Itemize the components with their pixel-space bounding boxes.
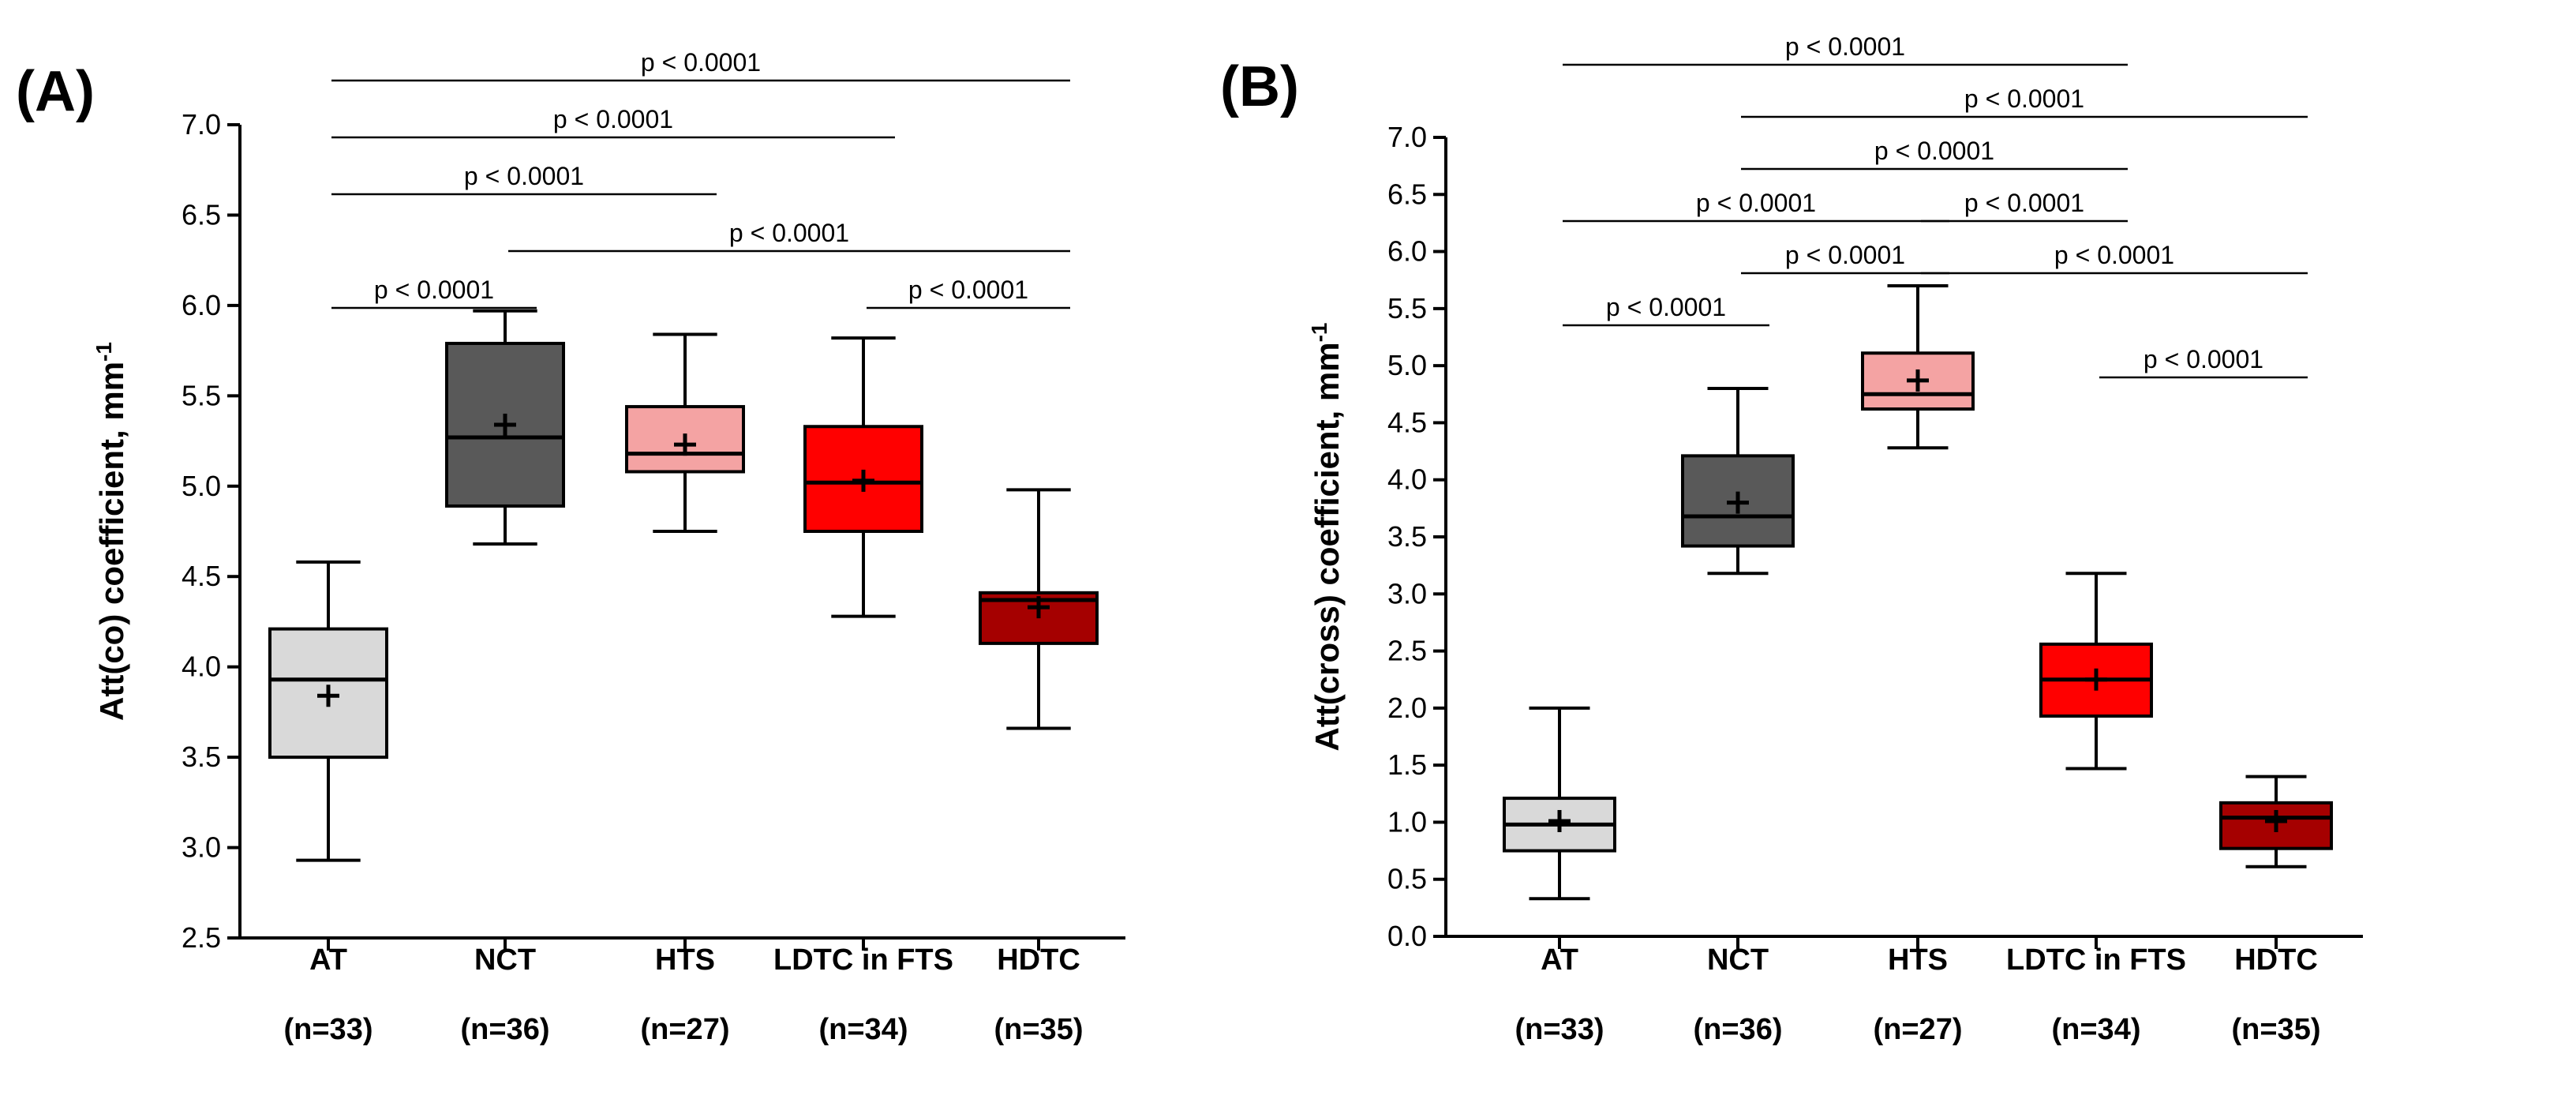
y-tick-label: 2.0: [1387, 692, 1427, 724]
category-n-label: (n=35): [2232, 1013, 2321, 1046]
box-ldtc-in-fts: [803, 336, 923, 618]
category-n-label: (n=36): [461, 1013, 550, 1046]
y-tick-label: 0.0: [1387, 920, 1427, 952]
box-at: [1503, 706, 1616, 901]
p-value-label: p < 0.0001: [908, 276, 1028, 304]
y-axis-title: Att(co) coefficient, mm-1: [92, 342, 131, 721]
y-tick-label: 1.0: [1387, 805, 1427, 838]
category-n-label: (n=33): [1515, 1013, 1604, 1046]
y-tick-label: 4.0: [1387, 463, 1427, 496]
box-nct: [445, 309, 565, 546]
significance-bracket: p < 0.0001: [331, 276, 537, 309]
box-hdtc: [979, 488, 1099, 730]
p-value-label: p < 0.0001: [1785, 32, 1905, 61]
category-label: HTS: [655, 943, 715, 977]
figure-root: (A) 2.5 3.0 3.5 4.0 4.5 5.0 5.5 6.0 6.5 7.0 Att(co)…: [16, 32, 2363, 1046]
y-tick-label: 3.5: [1387, 520, 1427, 553]
y-tick-label: 1.5: [1387, 748, 1427, 781]
y-axis-title-superscript: -1: [92, 342, 116, 362]
category-label: AT: [1541, 943, 1578, 977]
significance-bracket: p < 0.0001: [867, 276, 1070, 309]
p-value-label: p < 0.0001: [1606, 293, 1726, 321]
category-label: HDTC: [2234, 943, 2318, 977]
y-tick-label: 5.0: [1387, 349, 1427, 381]
y-axis-title: Att(cross) coefficient, mm-1: [1307, 323, 1346, 752]
box-at: [268, 560, 388, 862]
significance-bracket: p < 0.0001: [1563, 293, 1769, 327]
iqr-box: [268, 627, 388, 760]
p-value-label: p < 0.0001: [1785, 241, 1905, 269]
category-n-label: (n=34): [2052, 1013, 2141, 1046]
significance-bracket: p < 0.0001: [1921, 241, 2308, 275]
y-tick-label: 5.0: [182, 470, 221, 502]
significance-bracket: p < 0.0001: [331, 162, 717, 196]
p-value-label: p < 0.0001: [553, 105, 673, 133]
y-tick-label: 7.0: [182, 108, 221, 141]
p-value-label: p < 0.0001: [374, 276, 494, 304]
panel-b: (B) 0.0 0.5 1.0 1.5 2.0 2.5 3.0 3.5 4.0 4.5 5.0 5.5 6…: [1220, 32, 2363, 1046]
y-tick-label: 4.0: [182, 651, 221, 683]
category-n-label: (n=27): [641, 1013, 730, 1046]
category-label: LDTC in FTS: [2006, 943, 2186, 977]
y-tick-label: 6.5: [1387, 178, 1427, 210]
significance-bracket: p < 0.0001: [331, 105, 895, 139]
panel-label: (A): [16, 60, 95, 123]
y-tick-label: 5.5: [182, 379, 221, 411]
category-n-label: (n=36): [1694, 1013, 1783, 1046]
p-value-label: p < 0.0001: [464, 162, 584, 190]
box-hdtc: [2219, 775, 2333, 868]
category-n-label: (n=35): [994, 1013, 1084, 1046]
category-label: HTS: [1888, 943, 1948, 977]
y-tick-label: 4.5: [182, 560, 221, 592]
significance-bracket: p < 0.0001: [1921, 189, 2128, 223]
category-label: HDTC: [997, 943, 1080, 977]
y-tick-label: 3.5: [182, 741, 221, 773]
y-tick-label: 7.0: [1387, 121, 1427, 153]
significance-bracket: p < 0.0001: [508, 219, 1070, 253]
significance-bracket: p < 0.0001: [1741, 137, 2128, 171]
p-value-label: p < 0.0001: [2054, 241, 2174, 269]
category-n-label: (n=33): [284, 1013, 373, 1046]
p-value-label: p < 0.0001: [1964, 189, 2084, 217]
significance-bracket: p < 0.0001: [1563, 32, 2128, 66]
y-tick-label: 3.0: [1387, 577, 1427, 610]
y-tick-label: 4.5: [1387, 406, 1427, 438]
p-value-label: p < 0.0001: [1696, 189, 1816, 217]
category-label: NCT: [1707, 943, 1769, 977]
significance-bracket: p < 0.0001: [1563, 189, 1949, 223]
significance-bracket: p < 0.0001: [2099, 345, 2308, 379]
box-nct: [1681, 387, 1795, 576]
box-hts: [1861, 283, 1975, 450]
box-hts: [625, 332, 745, 533]
p-value-label: p < 0.0001: [1874, 137, 1994, 165]
p-value-label: p < 0.0001: [729, 219, 849, 247]
y-tick-label: 5.5: [1387, 292, 1427, 324]
category-label: NCT: [474, 943, 536, 977]
y-tick-label: 2.5: [182, 921, 221, 954]
p-value-label: p < 0.0001: [641, 48, 761, 77]
significance-bracket: p < 0.0001: [1741, 241, 1949, 275]
significance-bracket: p < 0.0001: [1741, 84, 2308, 118]
category-n-label: (n=27): [1874, 1013, 1963, 1046]
y-tick-label: 6.5: [182, 198, 221, 231]
y-tick-label: 6.0: [182, 289, 221, 321]
y-tick-label: 6.0: [1387, 235, 1427, 268]
p-value-label: p < 0.0001: [2144, 345, 2263, 373]
category-n-label: (n=34): [819, 1013, 908, 1046]
y-tick-label: 0.5: [1387, 863, 1427, 895]
box-ldtc-in-fts: [2039, 572, 2153, 771]
y-tick-label: 3.0: [182, 831, 221, 864]
y-axis-title-superscript: -1: [1307, 323, 1331, 343]
significance-bracket: p < 0.0001: [331, 48, 1070, 82]
y-tick-label: 2.5: [1387, 635, 1427, 667]
category-label: AT: [309, 943, 347, 977]
panel-label: (B): [1220, 55, 1299, 118]
category-label: LDTC in FTS: [773, 943, 953, 977]
p-value-label: p < 0.0001: [1964, 84, 2084, 113]
panel-a: (A) 2.5 3.0 3.5 4.0 4.5 5.0 5.5 6.0 6.5 7.0 Att(co)…: [16, 48, 1125, 1046]
